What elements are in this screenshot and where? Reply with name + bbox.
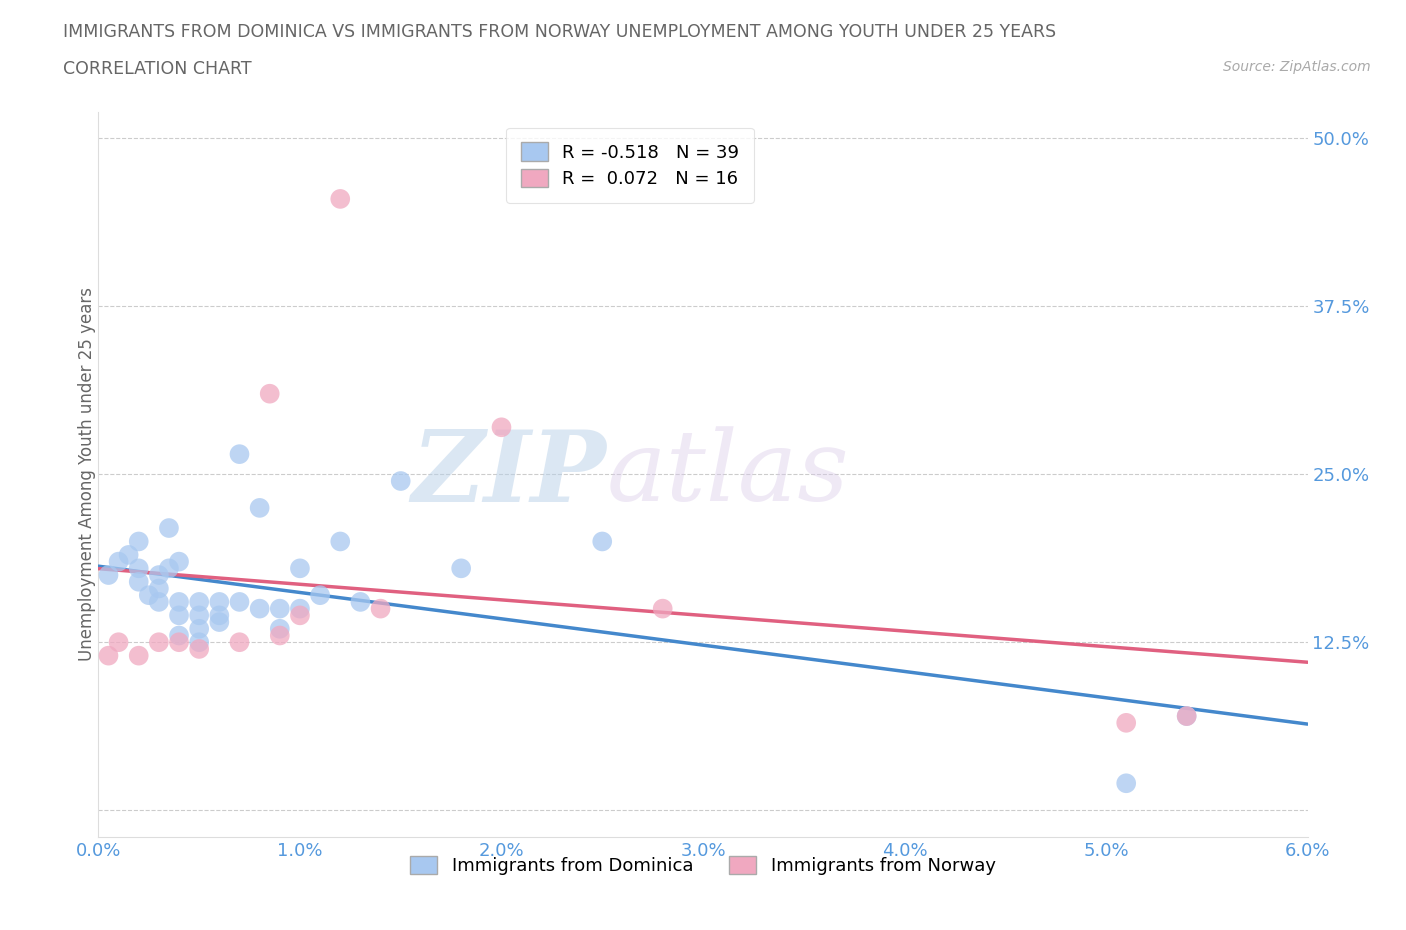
Point	[288, 608, 311, 623]
Point	[651, 601, 673, 616]
Point	[389, 473, 412, 488]
Point	[249, 601, 271, 616]
Point	[167, 635, 190, 650]
Point	[157, 521, 180, 536]
Point	[167, 628, 190, 643]
Point	[228, 446, 250, 461]
Point	[591, 534, 613, 549]
Point	[128, 534, 150, 549]
Point	[167, 554, 190, 569]
Point	[208, 608, 231, 623]
Point	[128, 648, 150, 663]
Legend: Immigrants from Dominica, Immigrants from Norway: Immigrants from Dominica, Immigrants fro…	[404, 848, 1002, 883]
Point	[118, 548, 141, 563]
Text: CORRELATION CHART: CORRELATION CHART	[63, 60, 252, 78]
Point	[138, 588, 160, 603]
Point	[288, 561, 311, 576]
Point	[1115, 776, 1137, 790]
Point	[188, 635, 211, 650]
Point	[259, 386, 281, 401]
Point	[128, 575, 150, 590]
Point	[329, 534, 352, 549]
Point	[1175, 709, 1198, 724]
Point	[228, 635, 250, 650]
Point	[309, 588, 332, 603]
Point	[491, 419, 513, 434]
Point	[269, 628, 291, 643]
Point	[97, 567, 120, 582]
Point	[167, 608, 190, 623]
Point	[107, 635, 129, 650]
Point	[269, 601, 291, 616]
Point	[1175, 709, 1198, 724]
Point	[329, 192, 352, 206]
Point	[249, 500, 271, 515]
Point	[208, 615, 231, 630]
Point	[188, 608, 211, 623]
Point	[148, 635, 170, 650]
Point	[188, 621, 211, 636]
Y-axis label: Unemployment Among Youth under 25 years: Unemployment Among Youth under 25 years	[79, 287, 96, 661]
Point	[148, 567, 170, 582]
Point	[349, 594, 371, 609]
Point	[97, 648, 120, 663]
Point	[288, 601, 311, 616]
Text: Source: ZipAtlas.com: Source: ZipAtlas.com	[1223, 60, 1371, 74]
Point	[148, 594, 170, 609]
Point	[269, 621, 291, 636]
Text: ZIP: ZIP	[412, 426, 606, 523]
Point	[167, 594, 190, 609]
Point	[208, 594, 231, 609]
Point	[188, 594, 211, 609]
Point	[228, 594, 250, 609]
Point	[370, 601, 392, 616]
Text: atlas: atlas	[606, 427, 849, 522]
Point	[107, 554, 129, 569]
Point	[128, 561, 150, 576]
Text: IMMIGRANTS FROM DOMINICA VS IMMIGRANTS FROM NORWAY UNEMPLOYMENT AMONG YOUTH UNDE: IMMIGRANTS FROM DOMINICA VS IMMIGRANTS F…	[63, 23, 1056, 41]
Point	[148, 581, 170, 596]
Point	[450, 561, 472, 576]
Point	[188, 642, 211, 657]
Point	[157, 561, 180, 576]
Point	[1115, 715, 1137, 730]
